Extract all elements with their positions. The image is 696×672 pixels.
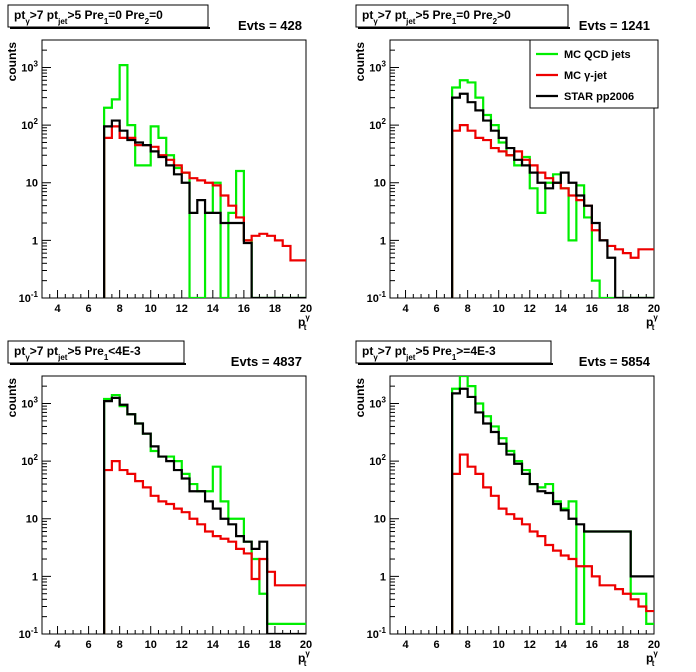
x-tick-label: 10 <box>145 303 157 315</box>
y-tick-label: 102 <box>21 453 38 468</box>
mc-qcd-jets-line <box>103 393 306 634</box>
y-tick-label: 1 <box>32 571 38 583</box>
x-tick-label: 8 <box>117 639 123 651</box>
x-tick-label: 4 <box>402 303 409 315</box>
x-tick-label: 20 <box>648 639 660 651</box>
y-tick-label: 102 <box>369 117 386 132</box>
x-tick-label: 14 <box>207 639 220 651</box>
y-tick-label: 103 <box>369 59 386 74</box>
mc-gamma-jet-line <box>451 453 654 634</box>
legend-entry: STAR pp2006 <box>564 91 634 103</box>
y-tick-label: 102 <box>21 117 38 132</box>
y-tick-label: 10-1 <box>19 626 39 641</box>
star-pp2006-line <box>451 387 654 634</box>
x-tick-label: 8 <box>465 639 471 651</box>
x-tick-label: 12 <box>524 639 536 651</box>
x-axis-label: pγ t <box>646 313 658 332</box>
panel-title: ptγ>7 ptjet>5 Pre1=0 Pre2=0 <box>14 8 163 26</box>
panel-title: ptγ>7 ptjet>5 Pre1<4E-3 <box>14 344 141 362</box>
x-tick-label: 8 <box>117 303 123 315</box>
y-tick-label: 103 <box>369 395 386 410</box>
x-tick-label: 14 <box>555 639 568 651</box>
star-pp2006-line <box>103 396 306 634</box>
y-axis-label: counts <box>5 42 19 82</box>
x-tick-label: 18 <box>617 303 629 315</box>
x-tick-label: 10 <box>493 303 505 315</box>
y-tick-label: 103 <box>21 59 38 74</box>
y-tick-label: 10 <box>26 514 38 526</box>
x-tick-label: 6 <box>86 303 92 315</box>
x-tick-label: 18 <box>269 639 281 651</box>
y-axis-label: counts <box>353 378 367 418</box>
x-axis-label: pγ t <box>646 649 658 668</box>
x-tick-label: 20 <box>300 303 312 315</box>
y-axis-label: counts <box>5 378 19 418</box>
x-tick-label: 16 <box>238 303 250 315</box>
y-tick-label: 10-1 <box>367 626 387 641</box>
x-tick-label: 6 <box>434 303 440 315</box>
x-tick-label: 6 <box>86 639 92 651</box>
y-tick-label: 102 <box>369 453 386 468</box>
x-tick-label: 4 <box>54 303 61 315</box>
y-tick-label: 10 <box>26 178 38 190</box>
x-tick-label: 16 <box>586 303 598 315</box>
x-tick-label: 14 <box>207 303 220 315</box>
legend-entry: MC γ-jet <box>564 70 607 82</box>
x-tick-label: 20 <box>300 639 312 651</box>
y-tick-label: 1 <box>32 235 38 247</box>
x-tick-label: 10 <box>493 639 505 651</box>
events-count: Evts = 1241 <box>579 18 650 33</box>
x-tick-label: 4 <box>54 639 61 651</box>
mc-gamma-jet-line <box>103 460 306 634</box>
x-tick-label: 20 <box>648 303 660 315</box>
plot-frame <box>389 375 655 635</box>
mc-gamma-jet-line <box>103 125 306 298</box>
y-tick-label: 103 <box>21 395 38 410</box>
x-tick-label: 16 <box>586 639 598 651</box>
x-tick-label: 16 <box>238 639 250 651</box>
x-tick-label: 12 <box>176 639 188 651</box>
events-count: Evts = 5854 <box>579 354 651 369</box>
y-tick-label: 1 <box>380 235 386 247</box>
y-axis-label: counts <box>353 42 367 82</box>
x-tick-label: 4 <box>402 639 409 651</box>
mc-gamma-jet-line <box>451 124 654 298</box>
legend-entry: MC QCD jets <box>564 49 631 61</box>
x-axis-label: pγ t <box>298 313 310 332</box>
y-tick-label: 10 <box>374 178 386 190</box>
events-count: Evts = 428 <box>238 18 302 33</box>
x-tick-label: 18 <box>617 639 629 651</box>
star-pp2006-line <box>451 92 654 298</box>
events-count: Evts = 4837 <box>231 354 302 369</box>
y-tick-label: 10-1 <box>367 290 387 305</box>
x-tick-label: 14 <box>555 303 568 315</box>
y-tick-label: 10-1 <box>19 290 39 305</box>
x-tick-label: 6 <box>434 639 440 651</box>
y-tick-label: 10 <box>374 514 386 526</box>
x-tick-label: 12 <box>176 303 188 315</box>
star-pp2006-line <box>103 119 306 298</box>
panel-title: ptγ>7 ptjet>5 Pre1>=4E-3 <box>362 344 496 362</box>
y-tick-label: 1 <box>380 571 386 583</box>
x-tick-label: 12 <box>524 303 536 315</box>
mc-qcd-jets-line <box>451 79 654 298</box>
x-axis-label: pγ t <box>298 649 310 668</box>
x-tick-label: 8 <box>465 303 471 315</box>
panel-title: ptγ>7 ptjet>5 Pre1=0 Pre2>0 <box>362 8 511 26</box>
x-tick-label: 18 <box>269 303 281 315</box>
x-tick-label: 10 <box>145 639 157 651</box>
